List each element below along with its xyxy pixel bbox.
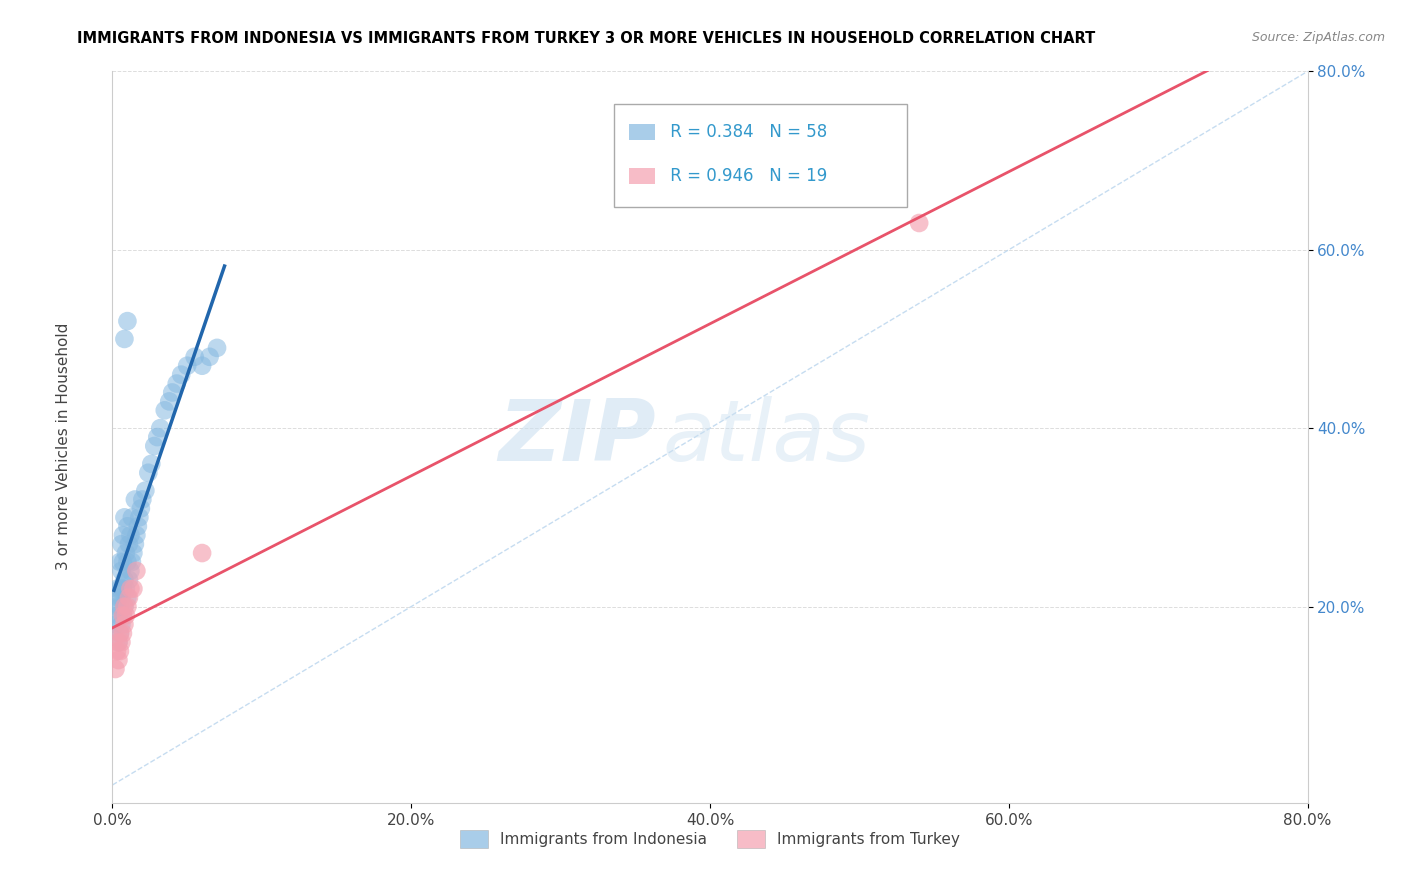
- Point: [108, 644, 131, 658]
- Point: [129, 501, 152, 516]
- Point: [111, 608, 134, 623]
- Point: [191, 359, 214, 373]
- Point: [107, 591, 129, 605]
- Text: R = 0.946   N = 19: R = 0.946 N = 19: [665, 167, 827, 185]
- Point: [138, 466, 160, 480]
- Point: [110, 564, 132, 578]
- Point: [117, 519, 139, 533]
- Point: [166, 376, 188, 391]
- Point: [111, 528, 134, 542]
- Point: [108, 582, 131, 596]
- Point: [114, 332, 135, 346]
- Point: [115, 546, 138, 560]
- Point: [105, 599, 128, 614]
- Point: [107, 608, 129, 623]
- Point: [183, 350, 205, 364]
- Point: [146, 430, 169, 444]
- Point: [131, 492, 153, 507]
- Point: [117, 591, 139, 605]
- Point: [107, 635, 129, 649]
- Point: [125, 528, 148, 542]
- Legend: Immigrants from Indonesia, Immigrants from Turkey: Immigrants from Indonesia, Immigrants fr…: [454, 824, 966, 854]
- Point: [122, 582, 145, 596]
- Point: [105, 582, 128, 596]
- Point: [125, 564, 148, 578]
- Text: IMMIGRANTS FROM INDONESIA VS IMMIGRANTS FROM TURKEY 3 OR MORE VEHICLES IN HOUSEH: IMMIGRANTS FROM INDONESIA VS IMMIGRANTS …: [77, 31, 1095, 46]
- Point: [114, 573, 135, 587]
- Point: [122, 546, 145, 560]
- Point: [120, 564, 142, 578]
- FancyBboxPatch shape: [628, 124, 655, 140]
- FancyBboxPatch shape: [614, 104, 907, 207]
- Point: [117, 555, 139, 569]
- Point: [127, 519, 149, 533]
- Point: [121, 555, 143, 569]
- Point: [118, 591, 141, 605]
- Point: [170, 368, 193, 382]
- Point: [143, 439, 166, 453]
- Point: [111, 608, 134, 623]
- Text: R = 0.384   N = 58: R = 0.384 N = 58: [665, 123, 827, 141]
- Point: [908, 216, 931, 230]
- Point: [111, 582, 134, 596]
- Point: [105, 644, 128, 658]
- Point: [157, 394, 180, 409]
- Point: [110, 635, 132, 649]
- Point: [110, 617, 132, 632]
- Point: [104, 617, 127, 632]
- Point: [118, 573, 141, 587]
- Text: Source: ZipAtlas.com: Source: ZipAtlas.com: [1251, 31, 1385, 45]
- Point: [124, 537, 146, 551]
- Point: [104, 662, 127, 676]
- Point: [115, 582, 138, 596]
- Point: [118, 537, 141, 551]
- Point: [124, 492, 146, 507]
- Point: [114, 599, 135, 614]
- Point: [205, 341, 228, 355]
- Point: [111, 626, 134, 640]
- Point: [162, 385, 183, 400]
- Point: [141, 457, 163, 471]
- Point: [107, 653, 129, 667]
- Point: [120, 528, 142, 542]
- Point: [107, 635, 129, 649]
- Point: [108, 599, 131, 614]
- Point: [110, 537, 132, 551]
- Point: [117, 314, 139, 328]
- Point: [120, 582, 142, 596]
- Point: [149, 421, 172, 435]
- Point: [108, 555, 131, 569]
- Point: [198, 350, 221, 364]
- Point: [110, 591, 132, 605]
- Text: 3 or more Vehicles in Household: 3 or more Vehicles in Household: [56, 322, 70, 570]
- Text: ZIP: ZIP: [499, 395, 657, 479]
- Point: [176, 359, 198, 373]
- Point: [114, 617, 135, 632]
- Point: [191, 546, 214, 560]
- Point: [114, 599, 135, 614]
- Point: [117, 599, 139, 614]
- Point: [115, 608, 138, 623]
- Text: atlas: atlas: [662, 395, 870, 479]
- FancyBboxPatch shape: [628, 168, 655, 184]
- Point: [108, 626, 131, 640]
- Point: [121, 510, 143, 524]
- Point: [108, 626, 131, 640]
- Point: [134, 483, 156, 498]
- Point: [114, 510, 135, 524]
- Point: [153, 403, 176, 417]
- Point: [128, 510, 150, 524]
- Point: [111, 555, 134, 569]
